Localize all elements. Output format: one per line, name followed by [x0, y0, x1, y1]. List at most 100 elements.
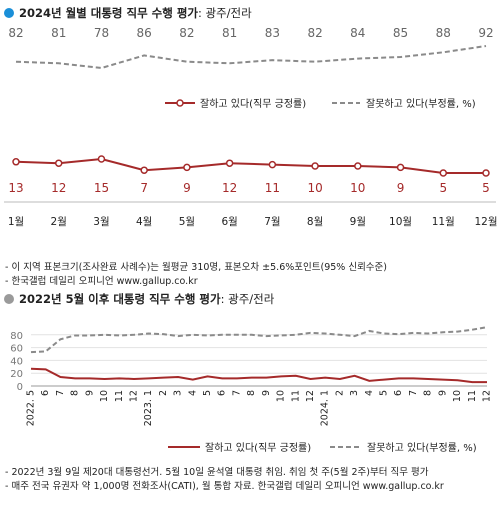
disapprove-data-label: 81: [51, 26, 66, 40]
approve-data-label: 15: [94, 181, 109, 195]
x-tick-label: 10: [452, 390, 463, 402]
top-note-2: - 한국갤럽 데일리 오피니언 www.gallup.co.kr: [5, 276, 198, 287]
x-tick-label: 11: [114, 390, 125, 402]
legend-approve-label: 잘하고 있다(직무 긍정률): [200, 97, 306, 110]
approve-data-label: 5: [439, 181, 447, 195]
approve-data-label: 12: [222, 181, 237, 195]
approve-data-point: [140, 166, 148, 174]
approve-data-point: [354, 162, 362, 170]
x-tick-label: 5월: [179, 216, 195, 228]
x-tick-label: 4: [187, 390, 198, 396]
x-tick-label: 12: [305, 390, 316, 402]
legend-approve-marker: [176, 99, 184, 107]
approve-data-point: [225, 159, 234, 167]
approve-data-label: 10: [307, 181, 322, 195]
approve-series-line: [15, 157, 486, 174]
x-tick-label: 4월: [136, 216, 152, 228]
approve-data-point: [311, 162, 319, 170]
approve-data-label: 13: [8, 181, 23, 195]
x-tick-label: 6: [217, 390, 228, 396]
x-tick-label: 6: [40, 390, 51, 396]
top-line-chart: 82 81 78 86 82 81 83 82 84 85 88 92 13 12 15 7 9 12 11 10 10…: [4, 26, 498, 228]
top-chart-notes: - 이 지역 표본크기(조사완료 사례수)는 월평균 310명, 표본오차 ±5…: [5, 261, 387, 289]
legend-disapprove-label: 잘못하고 있다(부정률, %): [366, 97, 476, 110]
y-tick-label: 20: [10, 369, 23, 380]
top-chart-subtitle: : 광주/전라: [197, 6, 252, 20]
disapprove-data-label: 86: [137, 26, 152, 40]
x-tick-label: 2월: [51, 216, 67, 228]
x-tick-label: 8: [423, 390, 434, 396]
x-tick-label: 9: [437, 390, 448, 396]
bottom-chart-title: 2022년 5월 이후 대통령 직무 수행 평가: [19, 292, 221, 306]
approve-data-label: 11: [265, 181, 280, 195]
disapprove-data-label: 82: [8, 26, 23, 40]
x-tick-label: 2024. 1: [320, 390, 331, 426]
x-tick-label: 8: [70, 390, 81, 396]
top-note-1: - 이 지역 표본크기(조사완료 사례수)는 월평균 310명, 표본오차 ±5…: [5, 262, 387, 273]
approve-data-point: [12, 158, 20, 166]
approve-data-point: [439, 169, 448, 177]
disapprove-data-label: 82: [307, 26, 322, 40]
approve-data-label: 9: [183, 181, 191, 195]
approve-data-point: [396, 163, 405, 172]
approve-data-point: [268, 160, 277, 169]
legend-approve-label: 잘하고 있다(직무 긍정률): [205, 441, 311, 454]
disapprove-data-label: 92: [478, 26, 493, 40]
top-chart-heading: 2024년 월별 대통령 직무 수행 평가 : 광주/전라: [4, 5, 252, 21]
y-tick-label: 60: [10, 344, 23, 355]
disapprove-series-line: [15, 45, 487, 70]
x-tick-label: 12월: [474, 216, 497, 228]
x-tick-label: 10: [276, 390, 287, 402]
bottom-chart-heading: 2022년 5월 이후 대통령 직무 수행 평가 : 광주/전라: [4, 291, 274, 307]
x-tick-label: 1월: [8, 216, 24, 228]
approve-data-point: [482, 169, 490, 177]
x-tick-label: 9월: [350, 216, 366, 228]
x-tick-label: 11: [467, 390, 478, 402]
disapprove-data-label: 88: [436, 26, 451, 40]
y-tick-label: 0: [17, 382, 23, 393]
x-tick-label: 9: [261, 390, 272, 396]
bottom-chart-subtitle: : 광주/전라: [220, 292, 275, 306]
x-tick-label: 7: [408, 390, 419, 396]
disapprove-series-line: [30, 326, 488, 354]
disapprove-data-label: 83: [265, 26, 280, 40]
x-tick-label: 8: [246, 390, 257, 396]
x-tick-label: 7월: [264, 216, 280, 228]
x-tick-label: 2: [158, 390, 169, 396]
x-tick-label: 5: [202, 390, 213, 396]
approve-data-label: 9: [397, 181, 405, 195]
disapprove-data-label: 78: [94, 26, 109, 40]
top-chart-title: 2024년 월별 대통령 직무 수행 평가: [19, 6, 198, 20]
approve-data-point: [54, 159, 63, 167]
bottom-note-1: - 2022년 3월 9일 제20대 대통령선거. 5월 10일 윤석열 대통령…: [5, 467, 429, 478]
disapprove-data-label: 85: [393, 26, 408, 40]
x-tick-label: 2023. 1: [143, 390, 154, 426]
bottom-chart-bullet-icon: [4, 294, 14, 304]
x-tick-label: 12: [128, 390, 139, 402]
approve-data-point: [97, 155, 106, 163]
x-tick-label: 3: [173, 390, 184, 396]
x-tick-label: 8월: [307, 216, 323, 228]
x-tick-label: 5: [379, 390, 390, 396]
x-tick-label: 2022. 5: [26, 390, 37, 426]
approve-series-line: [30, 367, 487, 384]
approve-data-label: 10: [350, 181, 365, 195]
x-tick-label: 11월: [432, 216, 455, 228]
bottom-note-2: - 매주 전국 유권자 약 1,000명 전화조사(CATI), 월 통합 자료…: [5, 481, 444, 492]
y-tick-label: 80: [10, 331, 23, 342]
x-tick-label: 11: [290, 390, 301, 402]
approve-data-label: 7: [140, 181, 148, 195]
x-tick-label: 7: [231, 390, 242, 396]
approve-data-point: [183, 163, 191, 172]
disapprove-data-label: 81: [222, 26, 237, 40]
approve-data-label: 12: [51, 181, 66, 195]
top-chart-bullet-icon: [4, 8, 14, 18]
bottom-chart-notes: - 2022년 3월 9일 제20대 대통령선거. 5월 10일 윤석열 대통령…: [5, 466, 444, 494]
disapprove-data-label: 82: [179, 26, 194, 40]
x-tick-label: 3월: [93, 216, 109, 228]
disapprove-data-label: 84: [350, 26, 365, 40]
x-tick-label: 10: [99, 390, 110, 402]
x-tick-label: 4: [364, 390, 375, 396]
legend-disapprove-label: 잘못하고 있다(부정률, %): [367, 441, 477, 454]
